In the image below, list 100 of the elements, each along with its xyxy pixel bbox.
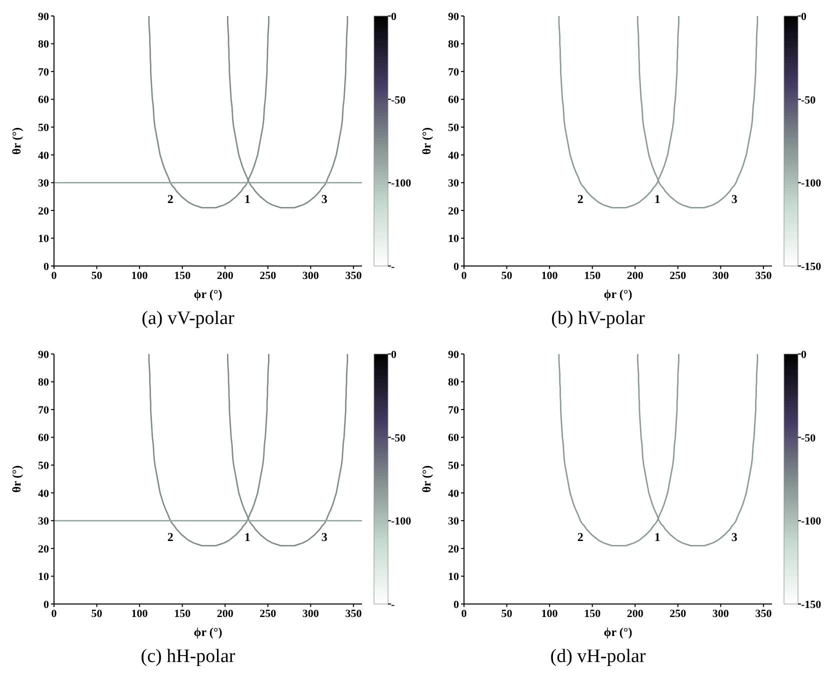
x-tick-label: 100 bbox=[131, 270, 148, 282]
y-tick-label: 80 bbox=[38, 38, 50, 51]
x-axis-title: ϕr (°) bbox=[194, 287, 222, 301]
annotation: 3 bbox=[321, 530, 328, 544]
x-tick-label: 350 bbox=[345, 270, 362, 282]
color-bar-label: 0 bbox=[391, 11, 397, 23]
x-tick-label: 250 bbox=[260, 608, 277, 620]
x-tick-label: 350 bbox=[755, 270, 772, 282]
x-tick-label: 300 bbox=[712, 270, 730, 282]
y-tick-label: 30 bbox=[448, 178, 460, 190]
x-tick-label: 300 bbox=[712, 608, 730, 620]
y-tick-label: 90 bbox=[448, 348, 460, 361]
annotation: 1 bbox=[244, 530, 250, 544]
y-tick-label: 90 bbox=[38, 348, 50, 361]
y-tick-label: 30 bbox=[448, 516, 460, 528]
y-tick-label: 40 bbox=[38, 150, 50, 162]
y-axis-title: θr (°) bbox=[419, 465, 434, 493]
y-tick-label: 30 bbox=[38, 516, 50, 528]
color-bar-label: -100 bbox=[801, 178, 822, 190]
x-tick-label: 250 bbox=[670, 608, 687, 620]
y-tick-label: 10 bbox=[38, 233, 50, 246]
y-tick-label: 90 bbox=[448, 10, 460, 23]
annotation: 3 bbox=[731, 192, 738, 206]
x-tick-label: 50 bbox=[501, 270, 513, 282]
x-tick-label: 300 bbox=[302, 270, 320, 282]
y-tick-label: 0 bbox=[454, 260, 460, 273]
x-tick-label: 100 bbox=[541, 270, 558, 282]
x-tick-label: 200 bbox=[216, 270, 234, 282]
annotation: 1 bbox=[244, 192, 250, 206]
x-tick-label: 200 bbox=[626, 270, 644, 282]
y-tick-label: 0 bbox=[44, 598, 50, 611]
y-tick-label: 50 bbox=[38, 460, 50, 472]
annotation: 2 bbox=[167, 192, 174, 206]
annotation: 2 bbox=[167, 530, 174, 544]
x-axis-title: ϕr (°) bbox=[604, 625, 632, 639]
x-tick-label: 300 bbox=[302, 608, 320, 620]
x-axis-title: ϕr (°) bbox=[604, 287, 632, 301]
x-tick-label: 150 bbox=[584, 270, 602, 282]
y-tick-label: 70 bbox=[448, 404, 460, 416]
x-tick-label: 250 bbox=[670, 270, 687, 282]
color-bar-label: -50 bbox=[391, 432, 406, 444]
y-tick-label: 80 bbox=[448, 376, 460, 389]
color-bar-label: - bbox=[391, 599, 395, 611]
color-bar-label: 0 bbox=[801, 349, 807, 361]
y-tick-label: 0 bbox=[454, 598, 460, 611]
color-bar-label: -50 bbox=[391, 94, 406, 106]
y-tick-label: 70 bbox=[38, 66, 50, 78]
y-axis-title: θr (°) bbox=[9, 465, 24, 493]
y-tick-label: 0 bbox=[44, 260, 50, 273]
color-bar-label: -100 bbox=[391, 516, 412, 528]
y-tick-label: 90 bbox=[38, 10, 50, 23]
color-bar-label: - bbox=[391, 261, 395, 273]
y-tick-label: 10 bbox=[448, 233, 460, 246]
color-bar-label: -50 bbox=[801, 432, 816, 444]
y-tick-label: 50 bbox=[448, 122, 460, 134]
color-bar-label: -150 bbox=[801, 261, 822, 273]
x-tick-label: 150 bbox=[174, 608, 192, 620]
text: (a) vV-polar bbox=[140, 308, 236, 330]
x-tick-label: 50 bbox=[501, 608, 513, 620]
y-tick-label: 30 bbox=[38, 178, 50, 190]
x-tick-label: 100 bbox=[541, 608, 558, 620]
color-bar-label: -100 bbox=[391, 178, 412, 190]
y-tick-label: 60 bbox=[38, 94, 50, 106]
y-tick-label: 50 bbox=[38, 122, 50, 134]
x-tick-label: 350 bbox=[755, 608, 772, 620]
annotation: 2 bbox=[577, 530, 584, 544]
y-tick-label: 20 bbox=[38, 205, 50, 218]
y-tick-label: 70 bbox=[38, 404, 50, 416]
y-tick-label: 50 bbox=[448, 460, 460, 472]
y-tick-label: 10 bbox=[448, 571, 460, 584]
color-bar-label: 0 bbox=[391, 349, 397, 361]
text: (c) hH-polar bbox=[140, 646, 236, 668]
color-bar-label: -100 bbox=[801, 516, 822, 528]
y-tick-label: 40 bbox=[38, 488, 50, 500]
x-tick-label: 150 bbox=[174, 270, 192, 282]
text: (b) hV-polar bbox=[550, 308, 646, 330]
x-axis-title: ϕr (°) bbox=[194, 625, 222, 639]
x-tick-label: 100 bbox=[131, 608, 148, 620]
text: (d) vH-polar bbox=[549, 646, 647, 668]
color-bar-label: -50 bbox=[801, 94, 816, 106]
y-tick-label: 60 bbox=[38, 432, 50, 444]
x-tick-label: 200 bbox=[216, 608, 234, 620]
color-bar-label: -150 bbox=[801, 599, 822, 611]
annotation: 1 bbox=[654, 192, 660, 206]
annotation: 3 bbox=[731, 530, 738, 544]
y-tick-label: 60 bbox=[448, 94, 460, 106]
y-tick-label: 80 bbox=[448, 38, 460, 51]
y-axis-title: θr (°) bbox=[419, 127, 434, 155]
y-axis-title: θr (°) bbox=[9, 127, 24, 155]
y-tick-label: 60 bbox=[448, 432, 460, 444]
annotation: 2 bbox=[577, 192, 584, 206]
y-tick-label: 20 bbox=[448, 205, 460, 218]
x-tick-label: 50 bbox=[91, 608, 103, 620]
y-tick-label: 10 bbox=[38, 571, 50, 584]
y-tick-label: 40 bbox=[448, 150, 460, 162]
annotation: 1 bbox=[654, 530, 660, 544]
y-tick-label: 20 bbox=[38, 543, 50, 556]
y-tick-label: 20 bbox=[448, 543, 460, 556]
x-tick-label: 50 bbox=[91, 270, 103, 282]
y-tick-label: 80 bbox=[38, 376, 50, 389]
